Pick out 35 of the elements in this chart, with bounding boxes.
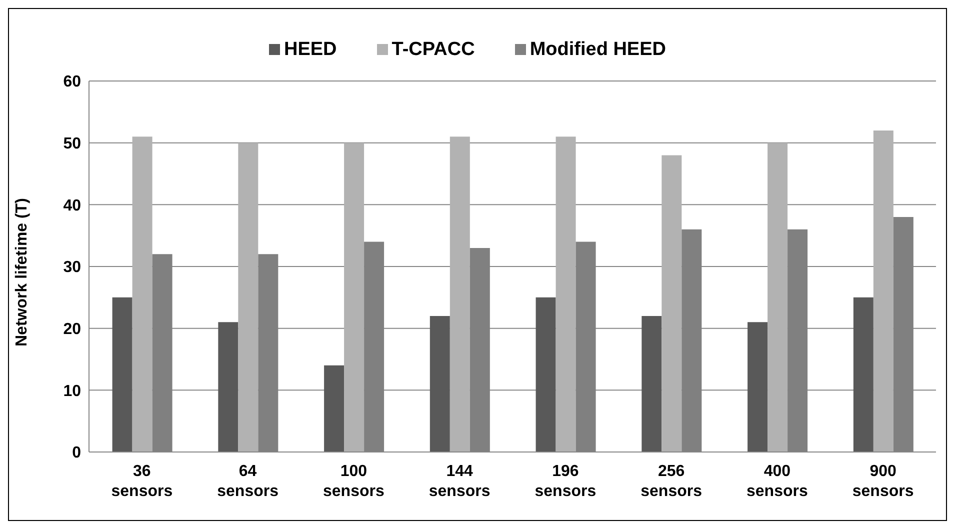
legend-label: HEED	[284, 39, 337, 60]
x-tick-label: 256 sensors	[640, 463, 702, 500]
bar	[873, 130, 894, 452]
bar	[238, 142, 258, 452]
y-tick-label: 50	[63, 136, 82, 153]
x-tick-label: 196 sensors	[534, 463, 596, 500]
legend-label: Modified HEED	[530, 39, 666, 60]
x-tick-label: 100 sensors	[323, 463, 384, 500]
bar	[662, 155, 682, 452]
legend-label: T-CPACC	[392, 39, 475, 60]
bar	[642, 316, 662, 452]
bar	[324, 365, 344, 452]
x-tick-label: 64 sensors	[217, 463, 279, 500]
bar	[536, 297, 556, 452]
y-tick-label: 10	[63, 382, 82, 400]
bar	[853, 297, 874, 452]
y-tick-label: 40	[63, 197, 82, 214]
y-tick-label: 60	[63, 74, 82, 91]
bar	[218, 322, 238, 452]
bar	[450, 136, 470, 452]
x-tick-label: 900 sensors	[852, 463, 914, 500]
y-tick-label: 20	[63, 321, 82, 338]
bar	[748, 322, 768, 452]
bar	[556, 136, 576, 452]
y-tick-label: 0	[72, 444, 82, 462]
x-tick-label: 36 sensors	[111, 463, 173, 500]
bar	[112, 297, 132, 452]
y-tick-label: 30	[63, 259, 82, 276]
x-tick-label: 144 sensors	[428, 463, 490, 500]
bar	[132, 136, 152, 452]
x-tick-label: 400 sensors	[746, 463, 808, 500]
bar	[768, 142, 788, 452]
bar	[430, 316, 450, 452]
y-axis-title: Network lifetime (T)	[14, 198, 31, 346]
bar	[344, 142, 364, 452]
